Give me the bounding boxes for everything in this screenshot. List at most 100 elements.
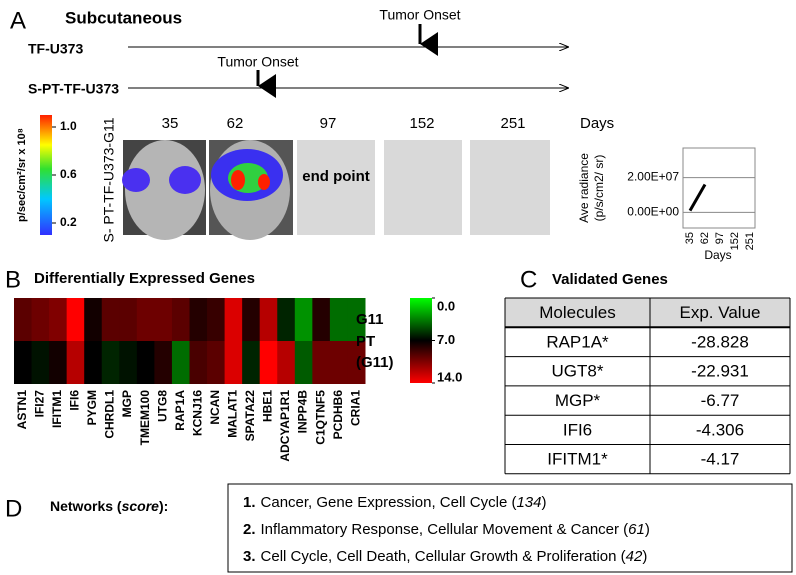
- heatmap-cell: [259, 298, 278, 341]
- gene-label: CRIA1: [348, 390, 362, 426]
- label-part: Networks (: [50, 498, 122, 514]
- gene-label: ADCYAP1R1: [278, 390, 292, 462]
- heatmap-cell: [14, 341, 33, 384]
- network-text: Cancer, Gene Expression, Cell Cycle (: [261, 494, 517, 511]
- colorbar-tick-label: 7.0: [437, 332, 455, 347]
- heatmap-cell: [294, 341, 313, 384]
- heatmap-cell: [259, 341, 278, 384]
- heatmap-cell: [14, 298, 33, 341]
- colorbar: [40, 115, 52, 235]
- heatmap-cell: [224, 298, 243, 341]
- panel-title: Validated Genes: [552, 271, 668, 288]
- gene-label: MGP: [120, 390, 134, 417]
- network-end: ): [642, 548, 647, 565]
- heatmap-cell: [84, 298, 103, 341]
- data-line: [688, 183, 707, 212]
- row-label: PT (G11): [356, 333, 394, 371]
- gene-label: NCAN: [208, 390, 222, 425]
- heatmap-cell: [207, 298, 226, 341]
- x-tick-label: 35: [684, 232, 696, 244]
- network-number: 3.: [243, 548, 256, 565]
- network-item: 3. Cell Cycle, Cell Death, Cellular Growt…: [243, 548, 647, 565]
- gene-label: IFI6: [68, 390, 82, 411]
- gene-label: SPATA22: [243, 390, 257, 442]
- network-end: ): [541, 494, 546, 511]
- day-label: 35: [162, 115, 179, 132]
- networks-box: [227, 483, 793, 573]
- y-tick-label: 0.00E+00: [627, 205, 679, 219]
- colorbar-label: p/sec/cm²/sr x 10⁸: [16, 128, 28, 222]
- gene-label: KCNJ16: [190, 390, 204, 436]
- heatmap-cell: [171, 341, 190, 384]
- heatmap-cell: [49, 341, 68, 384]
- event-label: Tumor Onset: [217, 54, 298, 70]
- network-score: 61: [628, 521, 645, 538]
- event-label: Tumor Onset: [379, 7, 460, 23]
- signal: [231, 170, 245, 190]
- timeline-label: S-PT-TF-U373: [28, 81, 119, 97]
- heatmap-cell: [66, 341, 85, 384]
- day-label: 62: [227, 115, 244, 132]
- gene-label: INPP4B: [296, 390, 310, 434]
- signal: [122, 168, 150, 192]
- heatmap-cell: [347, 298, 366, 341]
- heatmap-cell: [171, 298, 190, 341]
- y-tick-label: 2.00E+07: [627, 170, 679, 184]
- table-cell: RAP1A*: [546, 332, 609, 351]
- image: [384, 140, 462, 235]
- gene-label: C1QTNF5: [313, 390, 327, 445]
- heatmap-cell: [31, 341, 50, 384]
- gene-label: ASTN1: [15, 390, 29, 430]
- day-label: 251: [500, 115, 525, 132]
- colorbar-tick-label: 0.2: [60, 215, 77, 229]
- x-tick-label: 251: [744, 232, 756, 250]
- heatmap-cell: [294, 298, 313, 341]
- image: [470, 140, 550, 235]
- heatmap-cell: [101, 341, 120, 384]
- network-number: 2.: [243, 521, 256, 538]
- table-cell: -28.828: [691, 332, 749, 351]
- table-cell: IFI6: [563, 420, 592, 439]
- end-point: end point: [302, 168, 370, 185]
- panel-letter: C: [520, 266, 537, 293]
- gene-label: CHRDL1: [103, 390, 117, 439]
- heatmap-cell: [224, 341, 243, 384]
- panel-title: Subcutaneous: [65, 8, 182, 27]
- colorbar: [410, 298, 432, 383]
- network-number: 1.: [243, 494, 256, 511]
- network-text: Inflammatory Response, Cellular Movement…: [261, 521, 629, 538]
- panel-letter: A: [10, 7, 26, 34]
- row-label: G11: [356, 311, 384, 328]
- colorbar-tick-label: 0.6: [60, 167, 77, 181]
- table-header-bg: [505, 298, 790, 328]
- timeline-label: TF-U373: [28, 41, 83, 57]
- heatmap-cell: [66, 298, 85, 341]
- heatmap-cell: [329, 298, 348, 341]
- table-cell: UGT8*: [552, 362, 604, 381]
- x-tick-label: 62: [699, 232, 711, 244]
- network-score: 42: [626, 548, 643, 565]
- heatmap-cell: [49, 298, 68, 341]
- network-item: 1. Cancer, Gene Expression, Cell Cycle (1…: [243, 494, 546, 511]
- network-item: 2. Inflammatory Response, Cellular Moveme…: [243, 521, 650, 538]
- x-tick-label: 152: [729, 232, 741, 250]
- gene-label: MALAT1: [226, 390, 240, 438]
- heatmap-cell: [277, 341, 296, 384]
- heatmap-cell: [119, 298, 138, 341]
- table-cell: -6.77: [701, 391, 740, 410]
- gene-label: PCDHB6: [331, 390, 345, 440]
- label-part: ):: [159, 498, 168, 514]
- heatmap-cell: [189, 298, 208, 341]
- heatmap-cell: [136, 298, 155, 341]
- day-label: 152: [409, 115, 434, 132]
- heatmap-cell: [101, 298, 120, 341]
- gene-label: UTG8: [155, 390, 169, 422]
- table-header: Exp. Value: [680, 303, 761, 322]
- days-label: Days: [580, 115, 614, 132]
- gene-label: TMEM100: [138, 390, 152, 446]
- panel-title: Differentially Expressed Genes: [34, 270, 255, 287]
- y-axis-label: Ave radiance: [577, 153, 591, 223]
- table-cell: -4.17: [701, 450, 740, 469]
- table-header: Molecules: [539, 303, 616, 322]
